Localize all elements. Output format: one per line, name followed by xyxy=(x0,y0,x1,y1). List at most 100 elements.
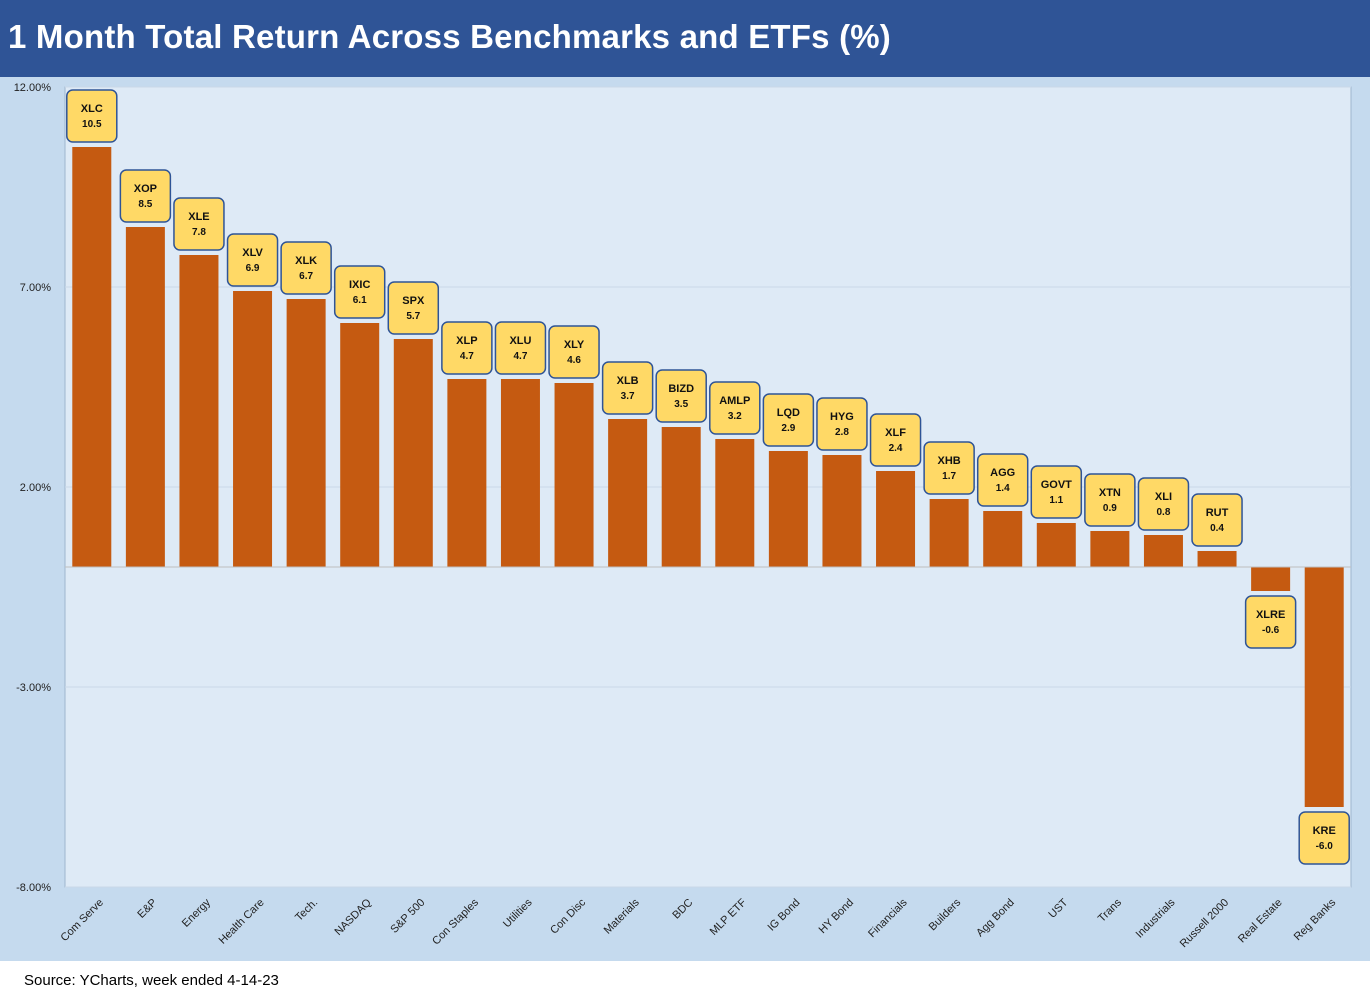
data-label-xop: XOP 8.5 xyxy=(119,169,172,223)
bar-agg xyxy=(983,511,1023,567)
data-label-amlp: AMLP 3.2 xyxy=(709,381,761,435)
data-label-ticker: LQD xyxy=(777,407,800,419)
data-label-value: 5.7 xyxy=(406,311,420,322)
data-label-value: 1.4 xyxy=(996,483,1010,494)
bar-xhb xyxy=(929,499,969,567)
gridlines xyxy=(65,86,1351,888)
data-label-box xyxy=(280,241,332,295)
bar-xlu xyxy=(500,379,540,567)
bar-kre xyxy=(1304,567,1344,807)
data-label-value: 8.5 xyxy=(138,199,152,210)
x-tick-label: MLP ETF xyxy=(708,896,749,937)
data-label-ticker: GOVT xyxy=(1041,479,1072,491)
data-label-box xyxy=(923,441,975,495)
bar-xtn xyxy=(1090,531,1130,567)
data-label-xlk: XLK 6.7 xyxy=(280,241,332,295)
x-tick-label: Health Care xyxy=(217,897,267,947)
bar-chart: 12.00% 7.00% 2.00% -3.00% -8.00% XLC 10.5 XOP 8… xyxy=(14,82,1352,950)
y-tick-label: 12.00% xyxy=(14,82,52,94)
data-label-xlc: XLC 10.5 xyxy=(66,89,118,143)
bar-spx xyxy=(393,339,433,567)
data-label-xly: XLY 4.6 xyxy=(548,325,600,379)
data-label-ticker: XOP xyxy=(134,183,157,195)
data-label-ticker: XTN xyxy=(1099,487,1121,499)
bar-xly xyxy=(554,383,594,567)
chart-frame: 12.00% 7.00% 2.00% -3.00% -8.00% XLC 10.5 XOP 8… xyxy=(0,77,1370,961)
data-label-kre: KRE -6.0 xyxy=(1298,811,1350,865)
data-label-box xyxy=(655,369,707,423)
data-label-ticker: XLV xyxy=(242,247,263,259)
data-label-ticker: XLI xyxy=(1155,491,1172,503)
data-label-ticker: XLE xyxy=(188,211,209,223)
data-label-value: 1.1 xyxy=(1049,495,1063,506)
x-tick-label: Agg Bond xyxy=(974,897,1017,940)
data-label-value: 4.7 xyxy=(514,351,528,362)
x-tick-label: Tech. xyxy=(293,897,320,924)
data-label-value: 6.1 xyxy=(353,295,367,306)
x-tick-label: Financials xyxy=(866,896,910,940)
data-label-box xyxy=(66,89,118,143)
bars xyxy=(72,147,1344,807)
data-label-spx: SPX 5.7 xyxy=(387,281,440,335)
data-label-ticker: XHB xyxy=(938,455,961,467)
data-label-ticker: XLRE xyxy=(1256,609,1285,621)
data-label-box xyxy=(1084,473,1136,527)
data-label-box xyxy=(494,321,547,375)
data-label-value: 4.6 xyxy=(567,355,581,366)
data-label-value: 3.7 xyxy=(621,391,635,402)
bar-xlv xyxy=(233,291,273,567)
data-label-ticker: AGG xyxy=(990,467,1015,479)
data-label-ticker: XLY xyxy=(564,339,585,351)
x-tick-label: Trans xyxy=(1096,896,1124,924)
chart-footer: Source: YCharts, week ended 4-14-23 xyxy=(0,961,1370,1000)
bar-rut xyxy=(1197,551,1237,567)
y-tick-label: 2.00% xyxy=(20,482,51,494)
bar-amlp xyxy=(715,439,755,567)
data-label-lqd: LQD 2.9 xyxy=(762,393,815,447)
chart-header: 1 Month Total Return Across Benchmarks a… xyxy=(0,0,1370,77)
data-label-box xyxy=(1191,493,1243,547)
bar-xle xyxy=(179,255,219,567)
data-label-box xyxy=(1030,465,1083,519)
data-label-xhb: XHB 1.7 xyxy=(923,441,975,495)
bar-xlre xyxy=(1251,567,1291,591)
data-label-ixic: IXIC 6.1 xyxy=(333,265,386,319)
x-tick-label: Industrials xyxy=(1134,896,1178,940)
data-label-ticker: HYG xyxy=(830,411,854,423)
x-tick-label: UST xyxy=(1046,896,1070,920)
bar-xlk xyxy=(286,299,326,567)
data-label-value: 0.9 xyxy=(1103,503,1117,514)
data-label-box xyxy=(548,325,600,379)
bar-xlc xyxy=(72,147,112,567)
x-tick-label: E&P xyxy=(135,897,159,921)
data-label-value: 10.5 xyxy=(82,119,102,130)
data-label-agg: AGG 1.4 xyxy=(976,453,1029,507)
data-label-box xyxy=(1244,595,1297,649)
data-label-xlv: XLV 6.9 xyxy=(226,233,279,287)
x-tick-label: Reg Banks xyxy=(1292,896,1339,943)
data-label-value: 0.4 xyxy=(1210,523,1224,534)
bar-lqd xyxy=(768,451,808,567)
data-label-bizd: BIZD 3.5 xyxy=(655,369,707,423)
x-tick-label: S&P 500 xyxy=(388,897,427,936)
x-tick-label: Energy xyxy=(180,896,213,929)
data-label-ticker: XLC xyxy=(81,103,103,115)
data-label-ticker: KRE xyxy=(1313,825,1336,837)
data-label-value: 2.4 xyxy=(889,443,903,454)
data-label-ticker: XLF xyxy=(885,427,906,439)
chart-title: 1 Month Total Return Across Benchmarks a… xyxy=(8,18,891,55)
data-label-hyg: HYG 2.8 xyxy=(816,397,868,451)
bar-bizd xyxy=(661,427,701,567)
data-label-value: 6.9 xyxy=(246,263,260,274)
data-label-box xyxy=(816,397,868,451)
data-label-rut: RUT 0.4 xyxy=(1191,493,1243,547)
data-label-value: 1.7 xyxy=(942,471,956,482)
data-label-value: 7.8 xyxy=(192,227,206,238)
data-label-xlp: XLP 4.7 xyxy=(441,321,493,375)
x-tick-label: Com Serve xyxy=(59,897,106,944)
data-label-box xyxy=(119,169,172,223)
data-label-value: -6.0 xyxy=(1316,841,1334,852)
data-label-ticker: BIZD xyxy=(668,383,694,395)
bar-xli xyxy=(1143,535,1183,567)
data-label-ticker: XLP xyxy=(456,335,477,347)
